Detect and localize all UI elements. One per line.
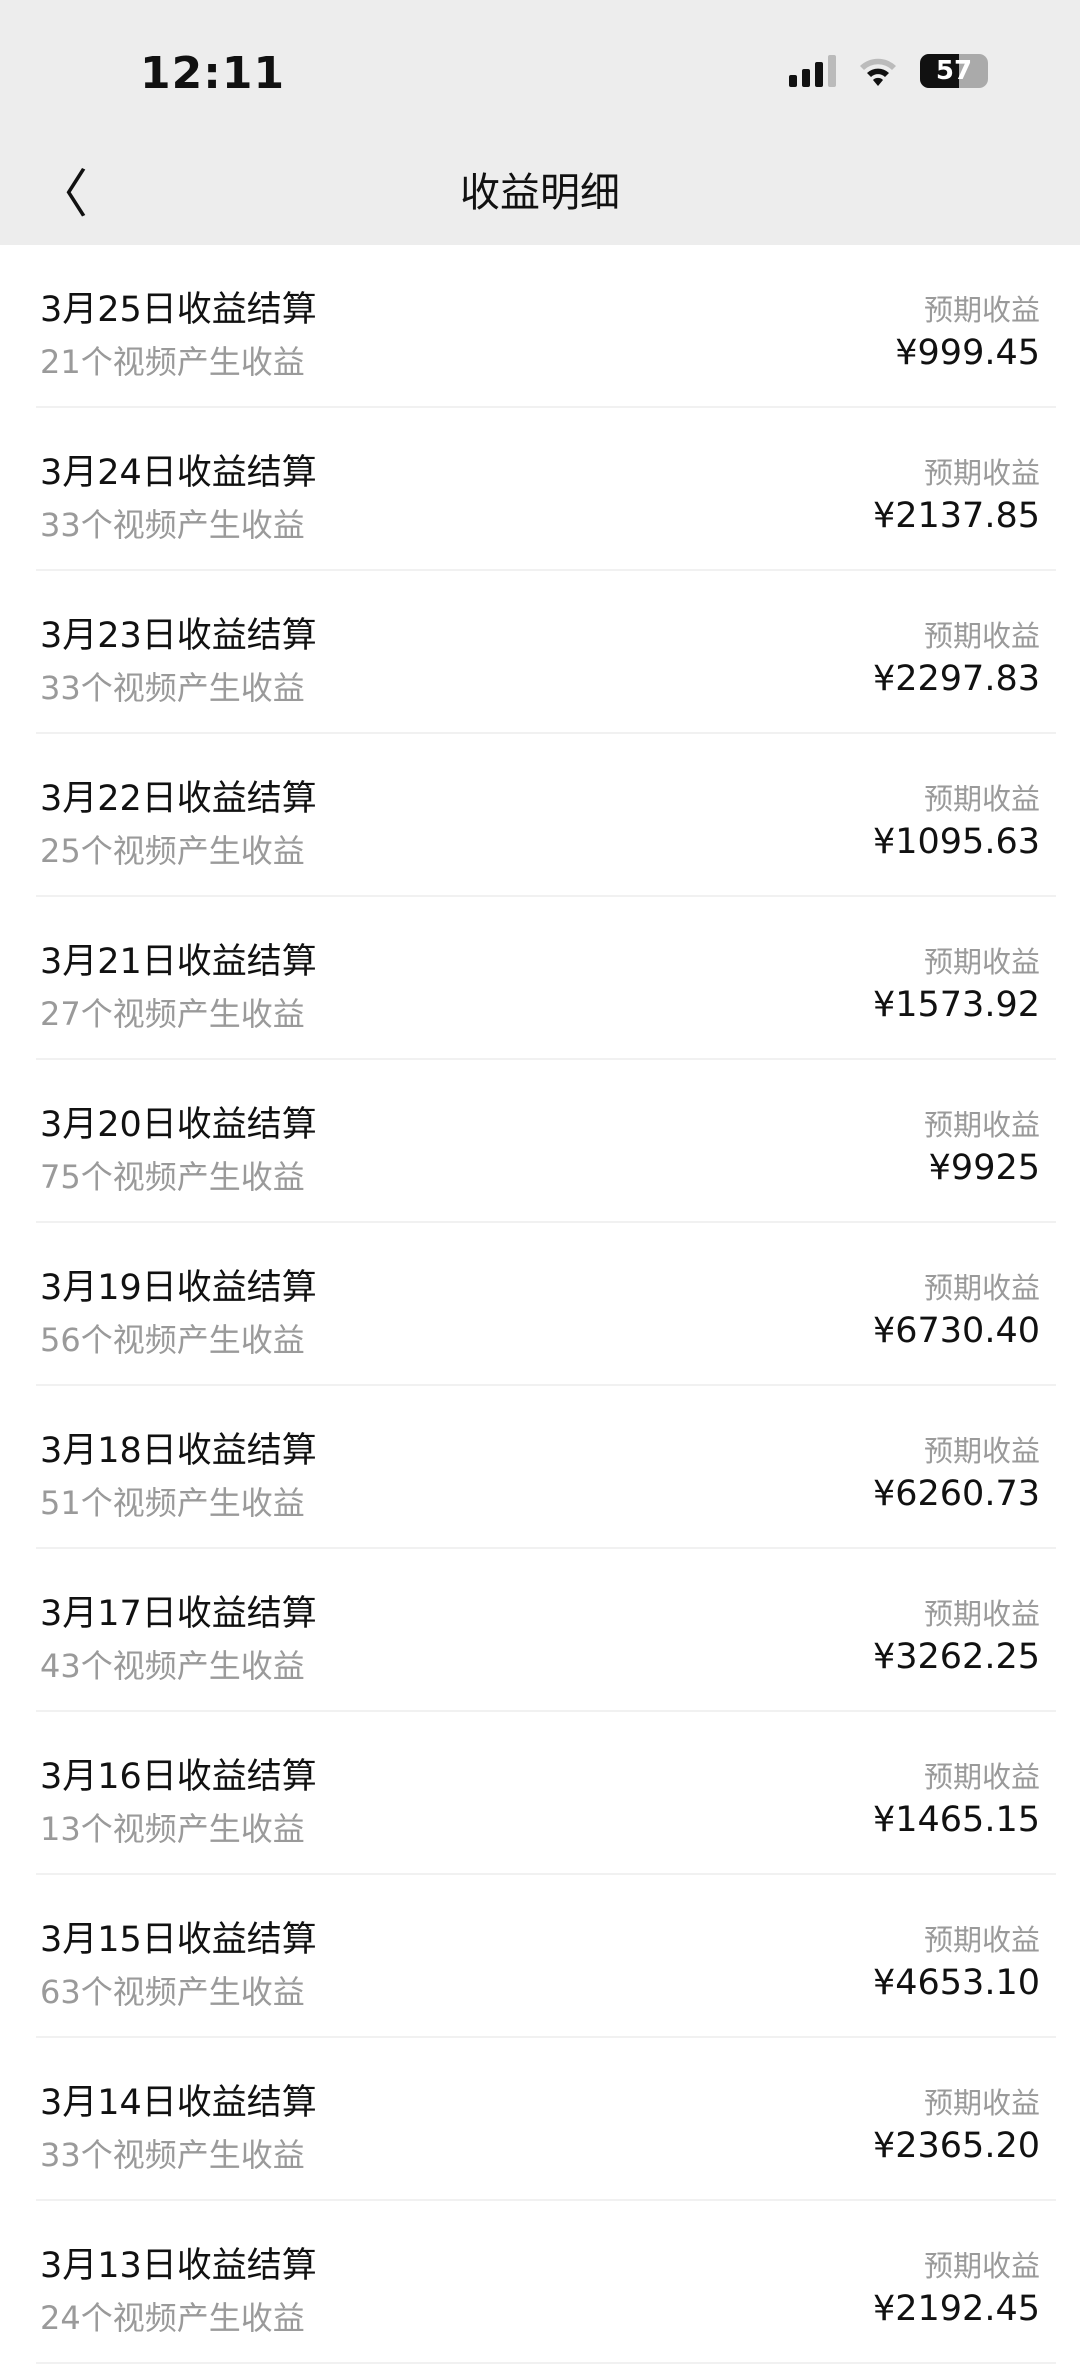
list-item[interactable]: 3月19日收益结算 56个视频产生收益 预期收益 ¥6730.40 — [36, 1223, 1056, 1386]
expected-label: 预期收益 — [923, 782, 1040, 816]
video-count: 51个视频产生收益 — [40, 1484, 305, 1522]
video-count: 75个视频产生收益 — [40, 1158, 305, 1196]
list-item[interactable]: 3月25日收益结算 21个视频产生收益 预期收益 ¥999.45 — [36, 245, 1056, 408]
video-count: 27个视频产生收益 — [40, 995, 305, 1033]
expected-label: 预期收益 — [923, 1271, 1040, 1305]
status-bar: 12:11 57 — [0, 0, 1080, 130]
video-count: 13个视频产生收益 — [40, 1810, 305, 1848]
amount: ¥1095.63 — [872, 822, 1040, 862]
expected-label: 预期收益 — [923, 945, 1040, 979]
chevron-left-icon[interactable]: 〈 — [36, 165, 89, 225]
video-count: 21个视频产生收益 — [40, 343, 305, 381]
expected-label: 预期收益 — [923, 1760, 1040, 1794]
signal-icon — [789, 55, 836, 87]
settlement-title: 3月23日收益结算 — [40, 616, 317, 656]
settlement-title: 3月19日收益结算 — [40, 1268, 317, 1308]
settlement-title: 3月13日收益结算 — [40, 2246, 317, 2286]
amount: ¥2137.85 — [872, 496, 1040, 536]
video-count: 33个视频产生收益 — [40, 669, 305, 707]
expected-label: 预期收益 — [923, 1434, 1040, 1468]
video-count: 63个视频产生收益 — [40, 1973, 305, 2011]
list-item[interactable]: 3月20日收益结算 75个视频产生收益 预期收益 ¥9925 — [36, 1060, 1056, 1223]
expected-label: 预期收益 — [923, 2249, 1040, 2283]
list-item[interactable]: 3月21日收益结算 27个视频产生收益 预期收益 ¥1573.92 — [36, 897, 1056, 1060]
expected-label: 预期收益 — [923, 1923, 1040, 1957]
back-button[interactable]: 〈 — [36, 152, 88, 227]
amount: ¥6730.40 — [872, 1311, 1040, 1351]
settlement-title: 3月25日收益结算 — [40, 290, 317, 330]
video-count: 43个视频产生收益 — [40, 1647, 305, 1685]
settlement-title: 3月22日收益结算 — [40, 779, 317, 819]
list-item[interactable]: 3月22日收益结算 25个视频产生收益 预期收益 ¥1095.63 — [36, 734, 1056, 897]
nav-bar: 〈 收益明细 — [0, 130, 1080, 245]
list-item[interactable]: 3月23日收益结算 33个视频产生收益 预期收益 ¥2297.83 — [36, 571, 1056, 734]
amount: ¥1573.92 — [872, 985, 1040, 1025]
settlement-title: 3月14日收益结算 — [40, 2083, 317, 2123]
amount: ¥4653.10 — [872, 1963, 1040, 2003]
expected-label: 预期收益 — [923, 619, 1040, 653]
settlement-title: 3月15日收益结算 — [40, 1920, 317, 1960]
settlement-title: 3月18日收益结算 — [40, 1431, 317, 1471]
status-time: 12:11 — [140, 48, 286, 99]
expected-label: 预期收益 — [923, 293, 1040, 327]
battery-icon: 57 — [920, 54, 988, 88]
amount: ¥9925 — [928, 1148, 1040, 1188]
list-item[interactable]: 3月14日收益结算 33个视频产生收益 预期收益 ¥2365.20 — [36, 2038, 1056, 2201]
expected-label: 预期收益 — [923, 1597, 1040, 1631]
settlement-title: 3月16日收益结算 — [40, 1757, 317, 1797]
amount: ¥999.45 — [895, 333, 1040, 373]
settlement-title: 3月21日收益结算 — [40, 942, 317, 982]
expected-label: 预期收益 — [923, 1108, 1040, 1142]
list-item[interactable]: 3月15日收益结算 63个视频产生收益 预期收益 ¥4653.10 — [36, 1875, 1056, 2038]
video-count: 33个视频产生收益 — [40, 506, 305, 544]
earnings-list: 3月25日收益结算 21个视频产生收益 预期收益 ¥999.45 3月24日收益结… — [0, 245, 1080, 2364]
video-count: 25个视频产生收益 — [40, 832, 305, 870]
page-title: 收益明细 — [460, 170, 620, 216]
amount: ¥2297.83 — [872, 659, 1040, 699]
expected-label: 预期收益 — [923, 2086, 1040, 2120]
list-item[interactable]: 3月16日收益结算 13个视频产生收益 预期收益 ¥1465.15 — [36, 1712, 1056, 1875]
settlement-title: 3月17日收益结算 — [40, 1594, 317, 1634]
list-item[interactable]: 3月17日收益结算 43个视频产生收益 预期收益 ¥3262.25 — [36, 1549, 1056, 1712]
amount: ¥6260.73 — [872, 1474, 1040, 1514]
video-count: 33个视频产生收益 — [40, 2136, 305, 2174]
amount: ¥1465.15 — [872, 1800, 1040, 1840]
list-item[interactable]: 3月24日收益结算 33个视频产生收益 预期收益 ¥2137.85 — [36, 408, 1056, 571]
list-item[interactable]: 3月13日收益结算 24个视频产生收益 预期收益 ¥2192.45 — [36, 2201, 1056, 2364]
settlement-title: 3月24日收益结算 — [40, 453, 317, 493]
amount: ¥2192.45 — [872, 2289, 1040, 2329]
amount: ¥2365.20 — [872, 2126, 1040, 2166]
expected-label: 预期收益 — [923, 456, 1040, 490]
amount: ¥3262.25 — [872, 1637, 1040, 1677]
list-item[interactable]: 3月18日收益结算 51个视频产生收益 预期收益 ¥6260.73 — [36, 1386, 1056, 1549]
video-count: 24个视频产生收益 — [40, 2299, 305, 2337]
video-count: 56个视频产生收益 — [40, 1321, 305, 1359]
wifi-icon — [860, 58, 896, 86]
settlement-title: 3月20日收益结算 — [40, 1105, 317, 1145]
